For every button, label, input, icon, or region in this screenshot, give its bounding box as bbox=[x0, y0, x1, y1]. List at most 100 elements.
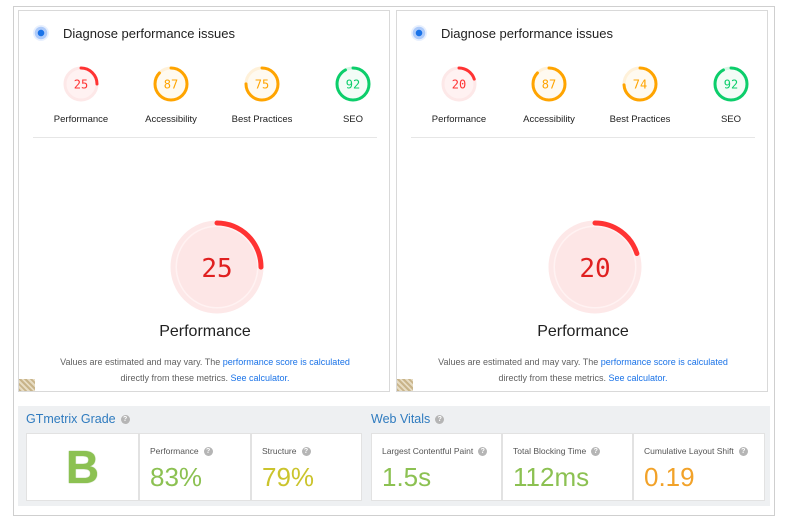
gauge-label: Best Practices bbox=[609, 114, 671, 125]
performance-metric-card: Performance? 83% bbox=[139, 433, 251, 501]
category-gauges: 20 Performance 87 Accessibility 74 Best Pract… bbox=[397, 65, 769, 139]
gauge-performance[interactable]: 20 Performance bbox=[414, 65, 504, 125]
gtmetrix-grade-title: GTmetrix Grade bbox=[26, 412, 116, 426]
performance-score-link[interactable]: performance score is calculated bbox=[222, 357, 350, 367]
gauge-label: Performance bbox=[53, 114, 109, 125]
grade-letter: B bbox=[65, 441, 100, 493]
question-mark-icon[interactable]: ? bbox=[203, 446, 213, 456]
divider bbox=[411, 137, 755, 138]
gauge-score: 75 bbox=[255, 78, 269, 92]
question-mark-icon[interactable]: ? bbox=[120, 414, 130, 424]
question-mark-icon[interactable]: ? bbox=[738, 446, 748, 456]
gauge-arc bbox=[153, 66, 189, 102]
gauge-ring: 20 bbox=[441, 66, 477, 102]
gauge-arc bbox=[63, 66, 99, 102]
thumbnail-image bbox=[397, 379, 413, 391]
gauge-best-practices[interactable]: 75 Best Practices bbox=[217, 65, 307, 125]
gauge-ring: 75 bbox=[244, 66, 280, 102]
tbt-label: Total Blocking Time bbox=[513, 446, 587, 456]
performance-value: 83% bbox=[150, 462, 203, 492]
gauge-ring: 87 bbox=[531, 66, 567, 102]
report-title: Diagnose performance issues bbox=[63, 25, 235, 41]
gauge-arc bbox=[531, 66, 567, 102]
lighthouse-icon bbox=[411, 25, 427, 41]
performance-score-link[interactable]: performance score is calculated bbox=[600, 357, 728, 367]
thumbnail-image bbox=[19, 379, 35, 391]
gauge-score: 74 bbox=[633, 78, 647, 92]
big-gauge-score: 25 bbox=[201, 254, 232, 284]
performance-big-gauge: 20 bbox=[548, 220, 642, 314]
web-vitals-title: Web Vitals bbox=[371, 412, 431, 426]
gauge-label: SEO bbox=[342, 114, 364, 125]
gauge-label: SEO bbox=[720, 114, 742, 125]
gauge-seo[interactable]: 92 SEO bbox=[308, 65, 398, 125]
big-gauge-score: 20 bbox=[579, 254, 610, 284]
note-text: directly from these metrics. bbox=[498, 373, 609, 383]
note-text: directly from these metrics. bbox=[120, 373, 231, 383]
metrics-note: Values are estimated and may vary. The p… bbox=[397, 354, 769, 386]
see-calculator-link[interactable]: See calculator. bbox=[230, 373, 290, 383]
metrics-note: Values are estimated and may vary. The p… bbox=[19, 354, 391, 386]
gauge-arc bbox=[335, 66, 371, 102]
category-gauges: 25 Performance 87 Accessibility 75 Best Pract… bbox=[19, 65, 391, 139]
lighthouse-icon bbox=[33, 25, 49, 41]
gauge-ring: 87 bbox=[153, 66, 189, 102]
gauge-score: 25 bbox=[74, 78, 88, 92]
tbt-value: 112ms bbox=[513, 462, 590, 492]
gauge-ring: 74 bbox=[622, 66, 658, 102]
report-header: Diagnose performance issues bbox=[411, 23, 613, 43]
question-mark-icon[interactable]: ? bbox=[478, 446, 488, 456]
gauge-score: 87 bbox=[542, 78, 556, 92]
gauge-accessibility[interactable]: 87 Accessibility bbox=[504, 65, 594, 125]
cls-label: Cumulative Layout Shift bbox=[644, 446, 734, 456]
tbt-metric-card: Total Blocking Time? 112ms bbox=[502, 433, 633, 501]
lcp-value: 1.5s bbox=[382, 462, 432, 492]
gauge-score: 87 bbox=[164, 78, 178, 92]
gauge-accessibility[interactable]: 87 Accessibility bbox=[126, 65, 216, 125]
report-header: Diagnose performance issues bbox=[33, 23, 235, 43]
gauge-performance[interactable]: 25 Performance bbox=[36, 65, 126, 125]
lighthouse-report-left: Diagnose performance issues 25 Performanc… bbox=[18, 10, 390, 392]
lcp-label: Largest Contentful Paint bbox=[382, 446, 474, 456]
gauge-label: Accessibility bbox=[145, 114, 197, 125]
gauge-seo[interactable]: 92 SEO bbox=[686, 65, 776, 125]
note-text: Values are estimated and may vary. The bbox=[60, 357, 223, 367]
question-mark-icon[interactable]: ? bbox=[591, 446, 601, 456]
gauge-arc bbox=[244, 66, 280, 102]
gauge-ring: 92 bbox=[713, 66, 749, 102]
gauge-ring: 25 bbox=[63, 66, 99, 102]
gauge-arc bbox=[622, 66, 658, 102]
cls-metric-card: Cumulative Layout Shift? 0.19 bbox=[633, 433, 765, 501]
divider bbox=[33, 137, 377, 138]
gauge-label: Accessibility bbox=[523, 114, 575, 125]
lighthouse-report-right: Diagnose performance issues 20 Performanc… bbox=[396, 10, 768, 392]
gauge-best-practices[interactable]: 74 Best Practices bbox=[595, 65, 685, 125]
question-mark-icon[interactable]: ? bbox=[301, 446, 311, 456]
gauge-label: Performance bbox=[431, 114, 487, 125]
big-gauge-fill bbox=[177, 227, 257, 307]
gtmetrix-grade-heading: GTmetrix Grade ? bbox=[26, 412, 130, 426]
structure-label: Structure bbox=[262, 446, 297, 456]
note-text: Values are estimated and may vary. The bbox=[438, 357, 601, 367]
gauge-score: 92 bbox=[346, 78, 360, 92]
metric-label: Largest Contentful Paint? bbox=[382, 446, 488, 456]
gauge-score: 92 bbox=[724, 78, 738, 92]
lcp-metric-card: Largest Contentful Paint? 1.5s bbox=[371, 433, 502, 501]
cls-value: 0.19 bbox=[644, 462, 695, 492]
big-gauge-fill bbox=[555, 227, 635, 307]
gauge-arc bbox=[713, 66, 749, 102]
see-calculator-link[interactable]: See calculator. bbox=[608, 373, 668, 383]
performance-heading: Performance bbox=[537, 323, 629, 340]
gauge-score: 20 bbox=[452, 78, 466, 92]
performance-label: Performance bbox=[150, 446, 199, 456]
grade-badge: B bbox=[26, 433, 139, 501]
big-gauge-arc bbox=[548, 220, 642, 314]
performance-heading: Performance bbox=[159, 323, 251, 340]
structure-value: 79% bbox=[262, 462, 315, 492]
web-vitals-heading: Web Vitals ? bbox=[371, 412, 445, 426]
metric-label: Cumulative Layout Shift? bbox=[644, 446, 748, 456]
big-gauge-arc bbox=[170, 220, 264, 314]
question-mark-icon[interactable]: ? bbox=[435, 414, 445, 424]
metric-label: Structure? bbox=[262, 446, 311, 456]
metric-label: Performance? bbox=[150, 446, 213, 456]
